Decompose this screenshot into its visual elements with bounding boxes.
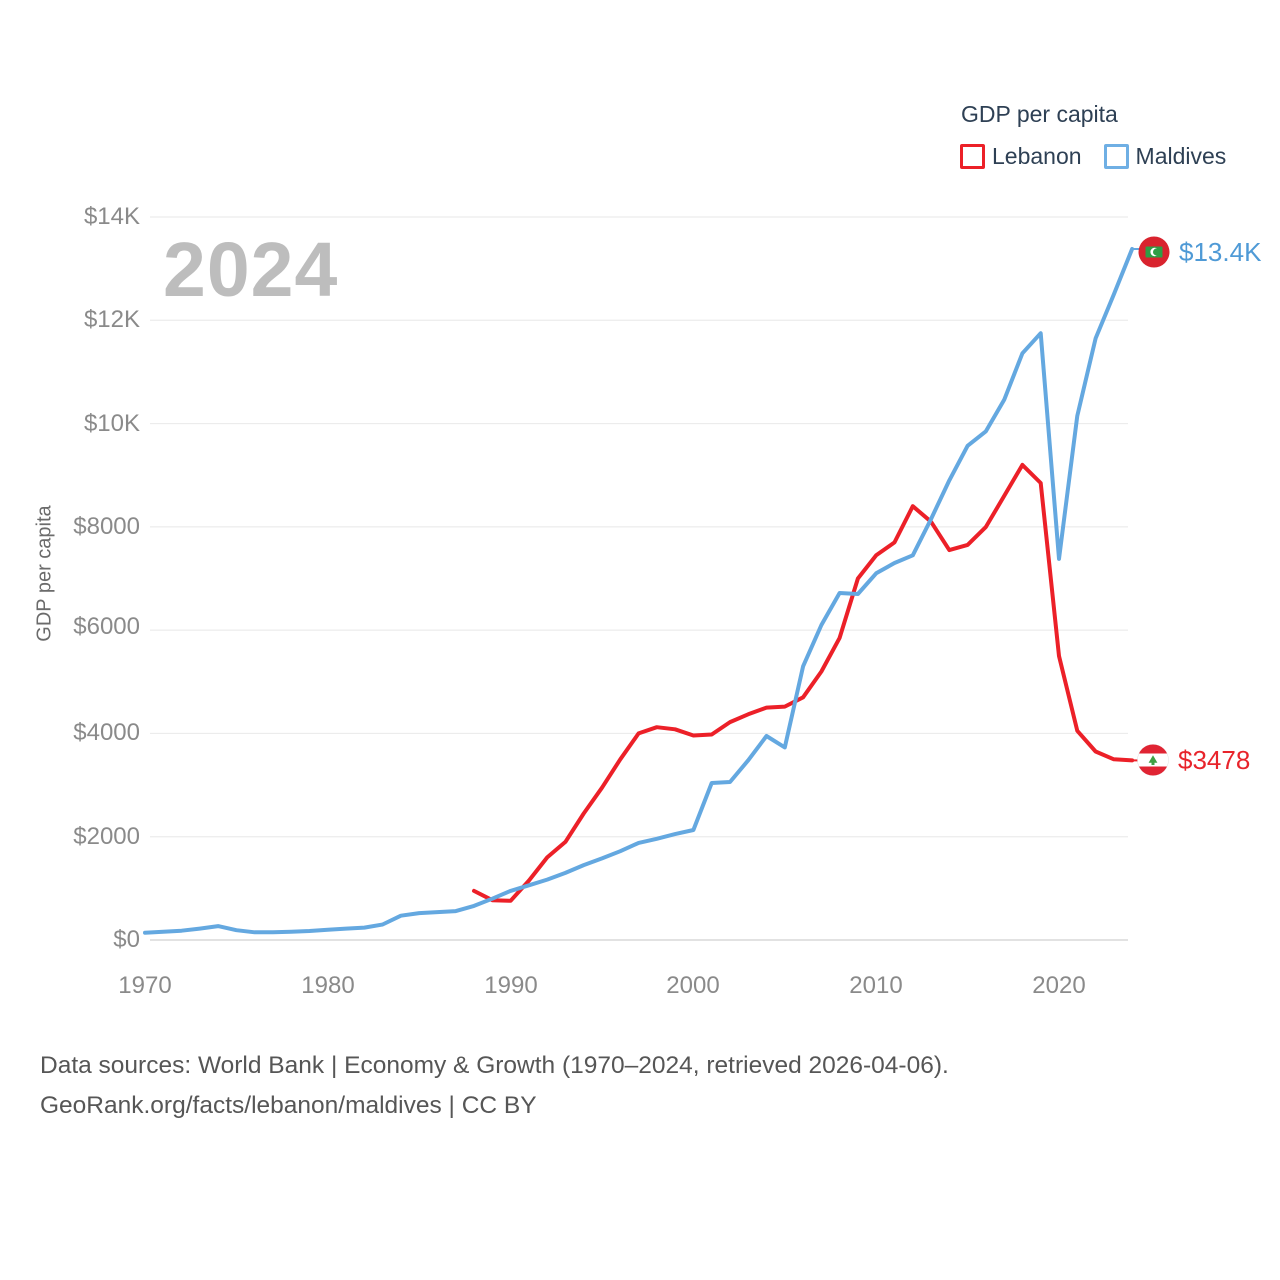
legend: Lebanon Maldives — [960, 143, 1226, 170]
legend-item-maldives[interactable]: Maldives — [1103, 143, 1227, 170]
attribution-line: GeoRank.org/facts/lebanon/maldives | CC … — [40, 1092, 537, 1119]
y-tick-label: $14K — [83, 203, 140, 230]
maldives-end-value: $13.4K — [1179, 236, 1262, 267]
data-sources-line: Data sources: World Bank | Economy & Gro… — [40, 1052, 949, 1079]
y-tick-label: $2000 — [73, 823, 140, 850]
x-tick-label: 2020 — [1032, 972, 1086, 999]
y-tick-label: $6000 — [73, 613, 140, 640]
end-label-maldives: $13.4K — [1138, 236, 1261, 268]
x-tick-label: 1990 — [484, 972, 538, 999]
lebanon-end-value: $3478 — [1178, 744, 1251, 775]
legend-item-lebanon[interactable]: Lebanon — [960, 143, 1082, 170]
maldives-flag-icon — [1138, 236, 1170, 268]
x-tick-label: 2000 — [666, 972, 720, 999]
lebanon-swatch-icon — [960, 144, 985, 169]
end-label-lebanon: $3478 — [1137, 744, 1250, 776]
legend-item-label: Lebanon — [992, 143, 1082, 169]
y-axis-label: GDP per capita — [33, 505, 56, 642]
y-tick-label: $0 — [113, 926, 140, 953]
series-line-maldives — [143, 247, 1135, 935]
y-tick-label: $4000 — [73, 719, 140, 746]
lebanon-flag-icon — [1137, 744, 1169, 776]
legend-title: GDP per capita — [961, 101, 1118, 127]
y-tick-label: $10K — [83, 410, 140, 437]
series-line-lebanon — [472, 462, 1135, 903]
footer: Data sources: World Bank | Economy & Gro… — [40, 1046, 949, 1126]
x-tick-label: 2010 — [849, 972, 903, 999]
x-tick-label: 1980 — [301, 972, 355, 999]
year-watermark: 2024 — [163, 227, 339, 313]
y-tick-label: $8000 — [73, 513, 140, 540]
legend-item-label: Maldives — [1135, 143, 1227, 169]
maldives-swatch-icon — [1103, 144, 1129, 169]
x-tick-label: 1970 — [118, 972, 172, 999]
y-tick-label: $12K — [83, 306, 140, 333]
